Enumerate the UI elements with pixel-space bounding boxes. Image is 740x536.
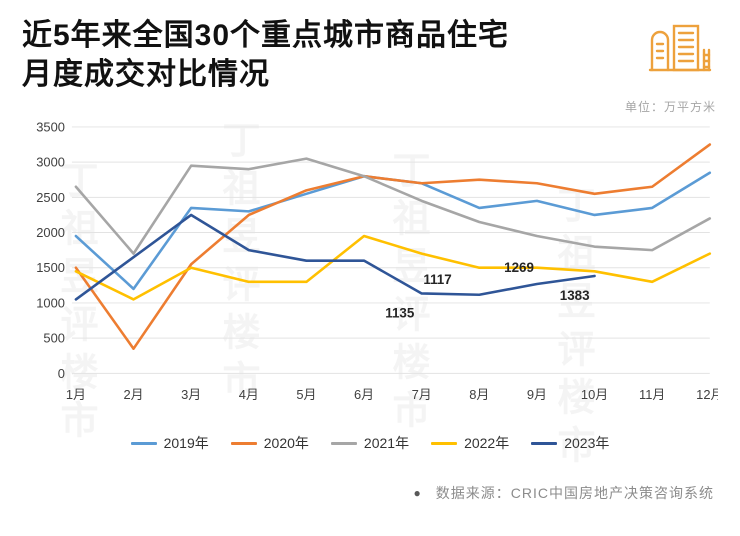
- legend-swatch: [130, 441, 157, 445]
- legend-swatch: [431, 441, 458, 445]
- data-source-text: 数据来源：CRIC中国房地产决策咨询系统: [435, 485, 714, 501]
- svg-text:3500: 3500: [36, 119, 65, 134]
- svg-text:5月: 5月: [296, 387, 316, 402]
- svg-text:3月: 3月: [181, 387, 201, 402]
- svg-text:6月: 6月: [354, 387, 374, 402]
- svg-text:1500: 1500: [36, 260, 65, 275]
- svg-text:2500: 2500: [36, 190, 65, 205]
- svg-text:500: 500: [43, 331, 65, 346]
- svg-text:10月: 10月: [581, 387, 608, 402]
- legend-item: 2020年: [230, 433, 309, 453]
- legend-label: 2023年: [564, 435, 610, 451]
- legend-swatch: [531, 441, 558, 445]
- svg-text:12月: 12月: [696, 387, 718, 402]
- legend-item: 2021年: [330, 433, 410, 453]
- line-chart: 0 500 1000 1500 2000 2500 3000 3500 1月 2月 3月 4月 5月 6月…: [36, 119, 718, 402]
- chart-legend: 2019年 2020年 2021年 2022年 2023年: [22, 433, 718, 453]
- svg-text:1383: 1383: [560, 288, 590, 303]
- legend-label: 2021年: [363, 435, 410, 451]
- legend-label: 2022年: [464, 435, 510, 451]
- legend-swatch: [230, 441, 257, 445]
- svg-text:8月: 8月: [469, 387, 489, 402]
- svg-text:1月: 1月: [66, 387, 86, 402]
- page-title: 近5年来全国30个重点城市商品住宅 月度成交对比情况: [22, 16, 509, 94]
- svg-text:3000: 3000: [36, 155, 65, 170]
- page-title-line-1: 近5年来全国30个重点城市商品住宅: [22, 19, 510, 52]
- legend-label: 2020年: [263, 435, 309, 451]
- chart-area: 0 500 1000 1500 2000 2500 3000 3500 1月 2月 3月 4月 5月 6月…: [22, 117, 718, 425]
- unit-label: 单位：万平方米: [624, 100, 716, 114]
- header: 近5年来全国30个重点城市商品住宅 月度成交对比情况: [22, 16, 718, 94]
- svg-text:9月: 9月: [527, 387, 547, 402]
- svg-text:0: 0: [58, 366, 65, 381]
- svg-text:2月: 2月: [123, 387, 143, 402]
- svg-text:4月: 4月: [239, 387, 259, 402]
- svg-text:7月: 7月: [412, 387, 432, 402]
- legend-label: 2019年: [163, 435, 209, 451]
- legend-item: 2023年: [531, 433, 609, 453]
- city-buildings-icon: [648, 20, 712, 81]
- svg-text:1000: 1000: [36, 295, 65, 310]
- svg-text:1269: 1269: [504, 260, 534, 275]
- dot-icon: ●: [413, 486, 422, 500]
- svg-text:1117: 1117: [423, 272, 451, 287]
- legend-item: 2022年: [431, 433, 509, 453]
- svg-text:1135: 1135: [385, 305, 415, 320]
- svg-text:11月: 11月: [639, 387, 665, 402]
- legend-item: 2019年: [130, 433, 209, 453]
- legend-swatch: [330, 441, 357, 445]
- footer: ● 数据来源：CRIC中国房地产决策咨询系统: [22, 483, 718, 503]
- svg-text:2000: 2000: [36, 225, 65, 240]
- page-title-line-2: 月度成交对比情况: [22, 58, 270, 91]
